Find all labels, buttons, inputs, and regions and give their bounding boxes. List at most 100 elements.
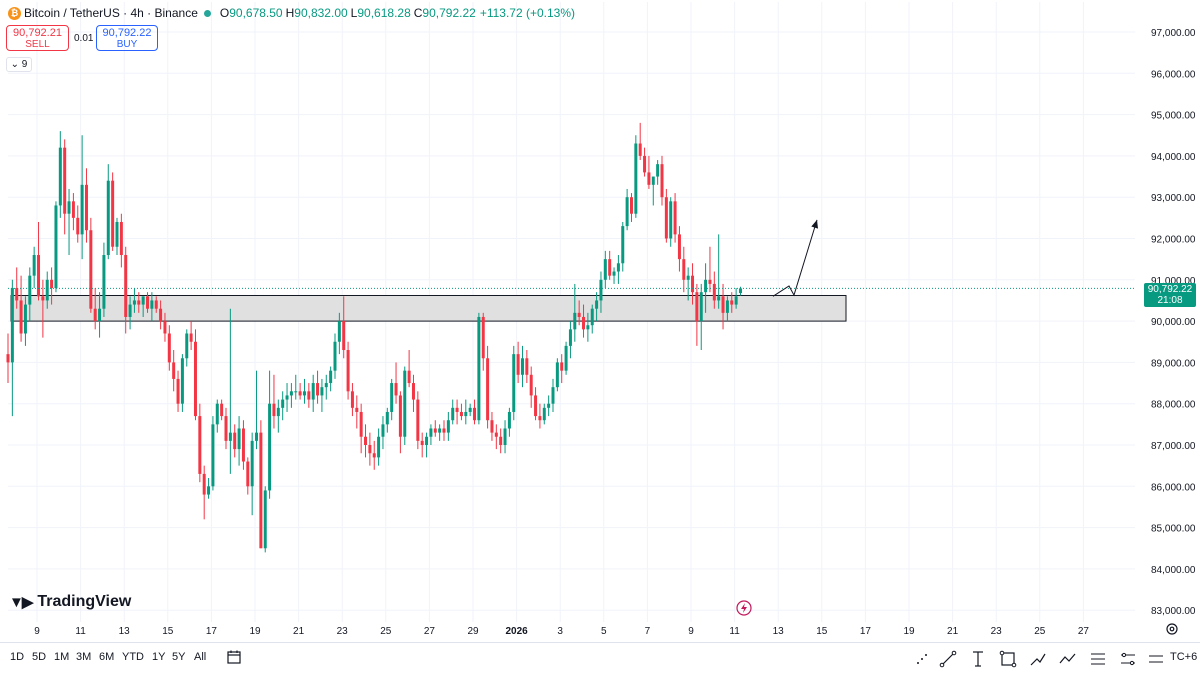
candle-body xyxy=(738,288,742,294)
text-tool-icon[interactable] xyxy=(968,649,988,669)
y-tick-label: 96,000.00 xyxy=(1151,69,1196,80)
position-tool-icon[interactable] xyxy=(1118,649,1138,669)
candle xyxy=(255,370,259,450)
gear-icon[interactable] xyxy=(1165,622,1179,636)
candle-body xyxy=(616,263,620,272)
y-tick-label: 83,000.00 xyxy=(1151,606,1196,617)
candle xyxy=(202,465,206,520)
candle-body xyxy=(220,403,224,417)
candle-body xyxy=(268,403,272,491)
x-tick-label: 19 xyxy=(249,626,261,637)
candle xyxy=(451,399,455,425)
x-tick-label: 23 xyxy=(991,626,1003,637)
fib-tool-icon[interactable] xyxy=(1088,649,1108,669)
candle-body xyxy=(525,358,529,375)
cursor-tool-icon[interactable] xyxy=(912,649,932,669)
candle-body xyxy=(172,362,176,379)
candle xyxy=(542,403,546,425)
candle xyxy=(634,135,638,218)
candle xyxy=(337,312,341,355)
range-button-1d[interactable]: 1D xyxy=(10,651,25,663)
candle xyxy=(93,288,97,330)
candle-body xyxy=(141,296,145,305)
candle-body xyxy=(394,383,398,396)
support-zone-rectangle[interactable] xyxy=(10,294,847,322)
x-tick-label: 17 xyxy=(860,626,872,637)
candle xyxy=(599,271,603,313)
candle-body xyxy=(643,155,647,173)
x-tick-label: 15 xyxy=(162,626,174,637)
trendline-tool-icon[interactable] xyxy=(938,649,958,669)
sell-button[interactable]: 90,792.21 SELL xyxy=(6,25,69,51)
candle-body xyxy=(612,271,616,276)
measure-tool-icon[interactable] xyxy=(1146,649,1166,669)
projection-arrow-path[interactable] xyxy=(772,219,818,297)
candle-body xyxy=(115,221,119,247)
candle-body xyxy=(211,424,215,487)
buy-button[interactable]: 90,792.22 BUY xyxy=(96,25,158,51)
candle-body xyxy=(586,325,590,330)
tradingview-logo[interactable]: ▼▶ TradingView xyxy=(9,593,131,611)
bitcoin-icon: ₿ xyxy=(8,6,21,20)
timezone-label[interactable]: TC+6 xyxy=(1170,651,1198,663)
candle-body xyxy=(207,486,211,495)
symbol-title[interactable]: Bitcoin / TetherUS · 4h · Binance xyxy=(24,6,198,20)
indicators-toggle[interactable]: ⌄ 9 xyxy=(6,57,32,72)
candle xyxy=(455,399,459,425)
rectangle-tool-icon[interactable] xyxy=(998,649,1018,669)
candle xyxy=(616,255,620,284)
range-button-1y[interactable]: 1Y xyxy=(152,651,166,663)
candle-body xyxy=(58,147,62,206)
x-tick-label: 5 xyxy=(601,626,607,637)
range-button-5y[interactable]: 5Y xyxy=(172,651,186,663)
candle-body xyxy=(132,300,136,305)
candle-body xyxy=(390,383,394,412)
candle xyxy=(459,403,463,421)
candle xyxy=(464,399,468,425)
candle-body xyxy=(302,391,306,396)
candle-body xyxy=(499,436,503,445)
candle-body xyxy=(84,184,88,231)
candle xyxy=(311,374,315,412)
range-button-all[interactable]: All xyxy=(194,651,207,663)
path-tool-icon[interactable] xyxy=(1058,649,1078,669)
low-value: 90,618.28 xyxy=(357,6,411,20)
candle-body xyxy=(725,300,729,313)
y-tick-label: 90,000.00 xyxy=(1151,317,1196,328)
candle-body xyxy=(494,432,498,437)
price-axis: 97,000.00 96,000.00 95,000.00 94,000.00 93,0… xyxy=(1151,28,1196,617)
candle-body xyxy=(193,341,197,417)
candle-body xyxy=(490,420,494,433)
candle xyxy=(394,362,398,404)
candle xyxy=(98,292,102,338)
candle xyxy=(555,358,559,392)
candle xyxy=(350,383,354,417)
candle-body xyxy=(307,391,311,400)
candle xyxy=(429,424,433,445)
candle xyxy=(608,250,612,280)
calendar-goto-icon[interactable] xyxy=(226,649,242,665)
candle xyxy=(211,416,215,491)
candle-body xyxy=(590,308,594,326)
range-button-3m[interactable]: 3M xyxy=(76,651,92,663)
range-button-1m[interactable]: 1M xyxy=(54,651,70,663)
candle xyxy=(725,296,729,322)
x-tick-label: 15 xyxy=(816,626,828,637)
range-button-ytd[interactable]: YTD xyxy=(122,651,144,663)
candle-body xyxy=(215,403,219,425)
bottom-toolbar: 1D 5D 1M 3M 6M YTD 1Y 5Y All TC+6 xyxy=(0,642,1200,675)
candle-body xyxy=(381,424,385,437)
range-button-5d[interactable]: 5D xyxy=(32,651,47,663)
candle-body xyxy=(512,354,516,412)
lightning-icon[interactable] xyxy=(736,600,752,616)
y-tick-label: 94,000.00 xyxy=(1151,152,1196,163)
candle-body xyxy=(481,316,485,359)
candle xyxy=(54,201,58,293)
candle-body xyxy=(416,399,420,441)
candle-body xyxy=(146,296,150,309)
range-button-6m[interactable]: 6M xyxy=(99,651,115,663)
candle xyxy=(677,226,681,272)
brush-tool-icon[interactable] xyxy=(1028,649,1048,669)
candle xyxy=(298,383,302,400)
